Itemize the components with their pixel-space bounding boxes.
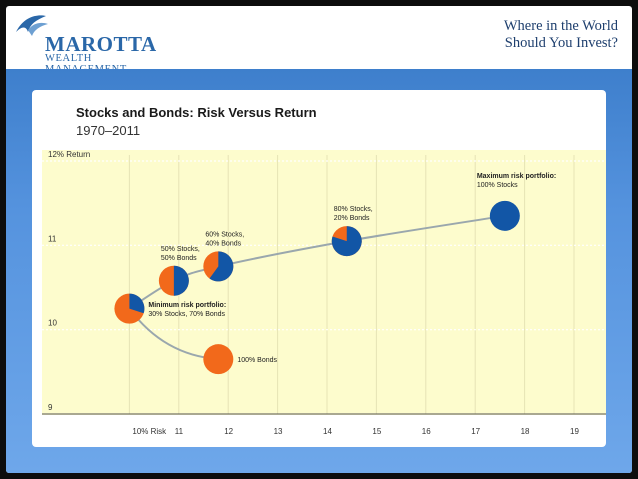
portfolio-pie (158, 265, 189, 296)
marotta-logo: MAROTTA WEALTH MANAGEMENT (10, 10, 160, 75)
axes: 10% Risk 11 12 13 14 15 16 17 18 19 9 10 11 12% Retur… (48, 150, 579, 436)
portfolio-labels: 100% Bonds Minimum risk portfolio: 30% Sto… (148, 173, 556, 364)
portfolio-pie (203, 251, 234, 282)
grid (42, 155, 606, 415)
portfolio-label: 80% Stocks, (334, 206, 373, 213)
portfolio-label: 40% Bonds (205, 240, 241, 247)
x-tick-label: 18 (521, 427, 530, 436)
portfolio-label: 50% Bonds (161, 255, 197, 262)
portfolio-points (114, 200, 520, 375)
portfolio-pie (203, 344, 234, 375)
slide: MAROTTA WEALTH MANAGEMENT Where in the W… (6, 6, 632, 473)
x-tick-label: 13 (274, 427, 283, 436)
chart-subtitle: 1970–2011 (76, 123, 140, 138)
stocks-slice (209, 251, 234, 282)
stocks-slice (331, 226, 362, 257)
headline-line-2: Should You Invest? (504, 35, 618, 51)
portfolio-label: 30% Stocks, 70% Bonds (148, 311, 225, 318)
x-tick-label: 19 (570, 427, 579, 436)
x-tick-label: 10% Risk (132, 427, 167, 436)
x-tick-label: 11 (175, 427, 184, 436)
portfolio-pie (489, 200, 520, 231)
chart-title: Stocks and Bonds: Risk Versus Return (76, 105, 317, 120)
y-tick-label: 11 (48, 234, 57, 243)
x-tick-label: 12 (224, 427, 233, 436)
portfolio-label: 100% Stocks (477, 182, 518, 189)
bird-logo-icon (16, 15, 48, 36)
portfolio-pie (331, 226, 362, 257)
stocks-slice (173, 265, 189, 296)
y-tick-label: 9 (48, 403, 53, 412)
portfolio-label: 60% Stocks, (205, 231, 244, 238)
y-tick-label: 12% Return (48, 150, 90, 159)
stocks-slice (489, 200, 520, 231)
portfolio-label: Maximum risk portfolio: (477, 173, 556, 180)
portfolio-label: 100% Bonds (237, 357, 277, 364)
plot-area (42, 150, 606, 415)
bonds-slice (203, 344, 234, 375)
risk-return-chart: Stocks and Bonds: Risk Versus Return 197… (42, 105, 606, 436)
headline-line-1: Where in the World (503, 18, 618, 34)
y-tick-label: 10 (48, 319, 57, 328)
x-tick-label: 14 (323, 427, 332, 436)
x-tick-label: 17 (471, 427, 480, 436)
chart-panel: Stocks and Bonds: Risk Versus Return 197… (32, 90, 606, 447)
portfolio-label: 50% Stocks, (161, 246, 200, 253)
brand-name: MAROTTA (45, 32, 157, 56)
stocks-slice (129, 293, 145, 314)
portfolio-label: Minimum risk portfolio: (148, 302, 226, 309)
slide-headline: Where in the World Should You Invest? (504, 18, 618, 52)
x-tick-label: 16 (422, 427, 431, 436)
portfolio-label: 20% Bonds (334, 215, 370, 222)
x-tick-label: 15 (372, 427, 381, 436)
portfolio-pie (114, 293, 145, 324)
